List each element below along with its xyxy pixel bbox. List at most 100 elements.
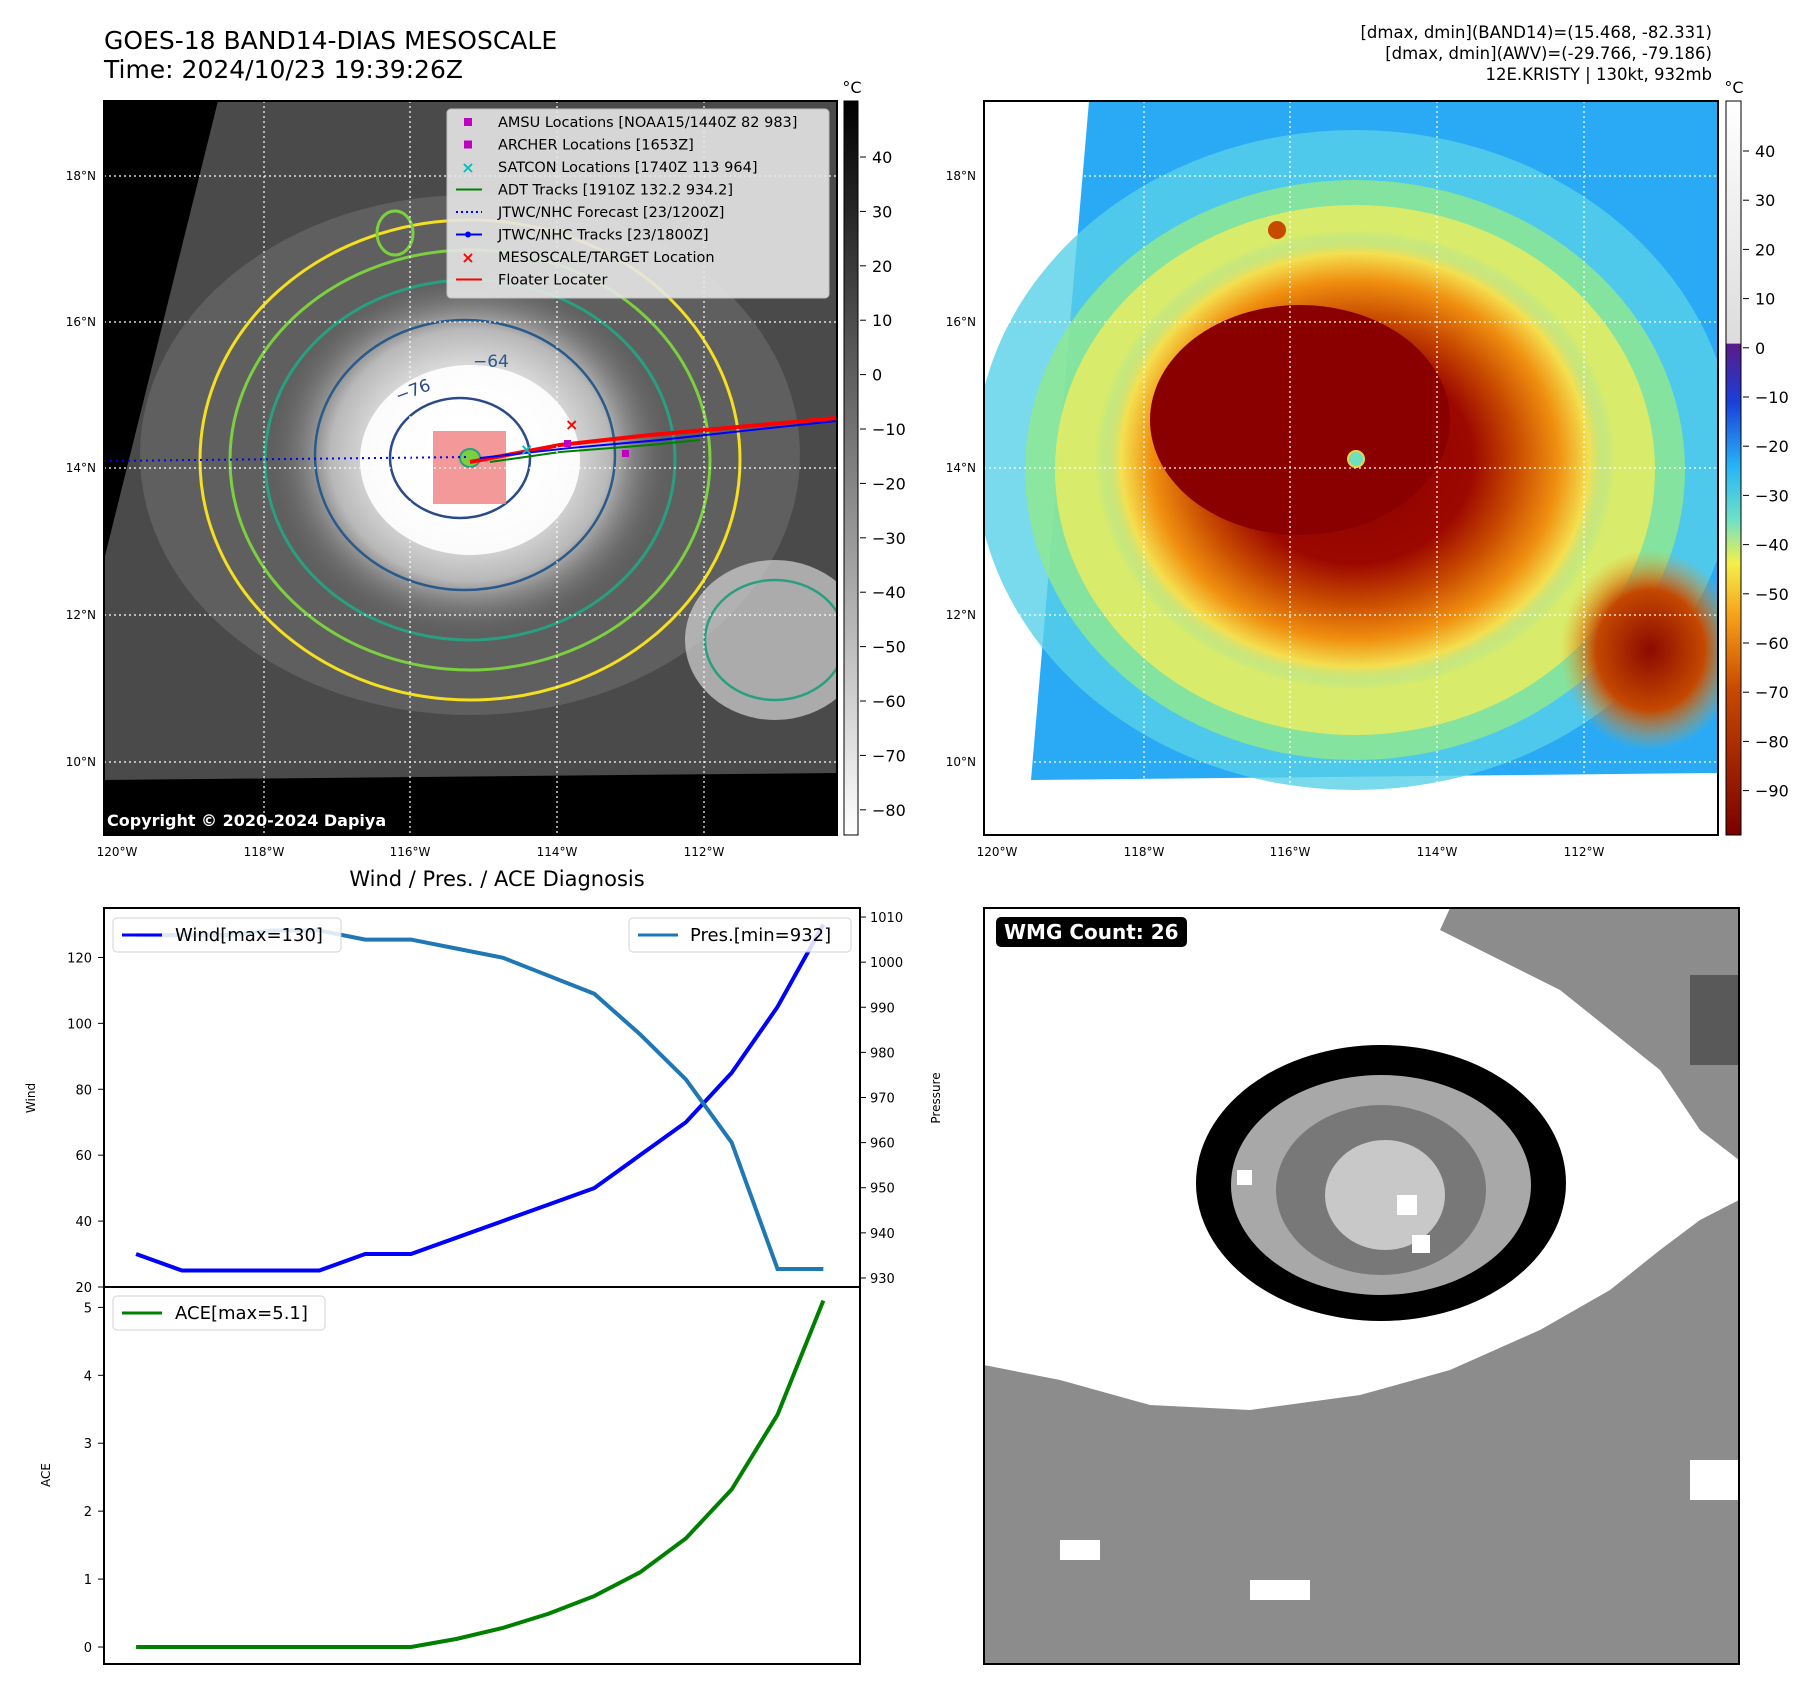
lon-tick-label: 116°W bbox=[1270, 845, 1311, 859]
ir-legend: AMSU Locations [NOAA15/1440Z 82 983] ARCH… bbox=[446, 108, 830, 299]
lat-tick-label: 14°N bbox=[946, 461, 976, 475]
wmg-gray-lower bbox=[984, 1200, 1739, 1664]
ir-lon-ticks: 120°W 118°W 116°W 114°W 112°W bbox=[97, 845, 725, 859]
adt-track bbox=[489, 439, 701, 463]
pressure-ytick-label: 1010 bbox=[870, 911, 903, 926]
colorbar-tick-label: −20 bbox=[872, 474, 906, 493]
legend-label: SATCON Locations [1740Z 113 964] bbox=[498, 160, 757, 176]
ace-panel: 0 1 2 3 4 5 ACE ACE[max=5.1] bbox=[39, 1286, 861, 1665]
wmg-frame bbox=[983, 907, 1740, 1665]
ir-colorbar-ticks: 40 30 20 10 0 −10 −20 −30 −40 −50 −60 −70 −80 bbox=[860, 148, 906, 820]
legend-entry: × SATCON Locations [1740Z 113 964] bbox=[461, 158, 757, 177]
jtwc-track bbox=[479, 420, 837, 459]
colorbar-tick-label: −50 bbox=[872, 638, 906, 657]
wmg-count-badge: WMG Count: 26 bbox=[996, 917, 1187, 947]
colorbar-tick-label: −70 bbox=[1755, 683, 1789, 702]
pressure-ytick-label: 970 bbox=[870, 1092, 895, 1107]
ir-lat-ticks: 18°N 16°N 14°N 12°N 10°N bbox=[66, 169, 96, 769]
colorbar-tick-label: −50 bbox=[1755, 585, 1789, 604]
pressure-ytick-label: 1000 bbox=[870, 956, 903, 971]
amsu-marker bbox=[564, 440, 571, 447]
colorbar-tick-label: 10 bbox=[872, 311, 892, 330]
lat-tick-label: 10°N bbox=[66, 755, 96, 769]
target-marker: × bbox=[565, 415, 578, 434]
pressure-ytick-label: 930 bbox=[870, 1272, 895, 1287]
color-colorbar bbox=[1725, 100, 1742, 836]
lon-tick-label: 120°W bbox=[97, 845, 138, 859]
figure-title: GOES-18 BAND14-DIAS MESOSCALE Time: 2024/… bbox=[104, 26, 557, 84]
ir-colorbar-unit: °C bbox=[842, 78, 861, 97]
colorbar-tick-label: 20 bbox=[872, 257, 892, 276]
colorbar-tick-label: −80 bbox=[872, 801, 906, 820]
lat-tick-label: 18°N bbox=[946, 169, 976, 183]
colorbar-tick-label: −60 bbox=[1755, 634, 1789, 653]
legend-label: ARCHER Locations [1653Z] bbox=[498, 138, 694, 154]
legend-entry: × MESOSCALE/TARGET Location bbox=[461, 248, 714, 267]
colorbar-tick-label: 30 bbox=[1755, 191, 1775, 210]
wind-ytick-label: 20 bbox=[75, 1281, 92, 1296]
lon-tick-label: 118°W bbox=[244, 845, 285, 859]
pressure-ytick-label: 990 bbox=[870, 1001, 895, 1016]
color-gridlines bbox=[984, 101, 1718, 835]
lon-tick-label: 114°W bbox=[1417, 845, 1458, 859]
wind-ytick-label: 80 bbox=[75, 1083, 92, 1098]
ir-map-frame bbox=[103, 100, 838, 836]
lat-tick-label: 10°N bbox=[946, 755, 976, 769]
legend-entry: JTWC/NHC Tracks [23/1800Z] bbox=[456, 228, 709, 244]
legend-label: MESOSCALE/TARGET Location bbox=[498, 250, 715, 266]
wmg-eye bbox=[1325, 1140, 1445, 1250]
lon-tick-label: 114°W bbox=[537, 845, 578, 859]
forecast-track bbox=[104, 456, 471, 462]
info-band14: [dmax, dmin](BAND14)=(15.468, -82.331) bbox=[1360, 23, 1712, 42]
title-line-2: Time: 2024/10/23 19:39:26Z bbox=[104, 55, 463, 84]
legend-dot-marker bbox=[465, 231, 471, 238]
legend-label: AMSU Locations [NOAA15/1440Z 82 983] bbox=[498, 115, 797, 131]
wmg-count-text: WMG Count: 26 bbox=[996, 917, 1187, 947]
colorbar-tick-label: −40 bbox=[1755, 536, 1789, 555]
lon-tick-label: 112°W bbox=[684, 845, 725, 859]
storm-eye bbox=[1347, 450, 1365, 468]
pressure-ytick-label: 950 bbox=[870, 1182, 895, 1197]
ace-ytick-label: 4 bbox=[84, 1369, 92, 1384]
wind-series-line bbox=[135, 923, 826, 1273]
wind-pressure-panel: 20 40 60 80 100 120 930 940 950 960 970 980 990 1000 1… bbox=[24, 907, 943, 1296]
colorbar-tick-label: 10 bbox=[1755, 290, 1775, 309]
satcon-marker: × bbox=[520, 440, 533, 459]
lat-tick-label: 16°N bbox=[66, 315, 96, 329]
pressure-ytick-label: 940 bbox=[870, 1227, 895, 1242]
colorbar-tick-label: −70 bbox=[872, 746, 906, 765]
legend-label: ADT Tracks [1910Z 132.2 934.2] bbox=[498, 183, 733, 199]
pressure-ytick-label: 960 bbox=[870, 1137, 895, 1152]
lat-tick-label: 18°N bbox=[66, 169, 96, 183]
floater-locater-line bbox=[469, 416, 837, 464]
colorbar-tick-label: 40 bbox=[1755, 142, 1775, 161]
diagnosis-title: Wind / Pres. / ACE Diagnosis bbox=[349, 867, 644, 891]
legend-entry: Floater Locater bbox=[456, 273, 607, 289]
legend-entry: AMSU Locations [NOAA15/1440Z 82 983] bbox=[464, 115, 797, 131]
color-colorbar-ticks: 40 30 20 10 0 −10 −20 −30 −40 −50 −60 −70 −80 −90 bbox=[1743, 142, 1789, 801]
info-storm: 12E.KRISTY | 130kt, 932mb bbox=[1485, 65, 1712, 84]
lon-tick-label: 120°W bbox=[977, 845, 1018, 859]
colorbar-tick-label: 0 bbox=[1755, 339, 1765, 358]
wind-ytick-label: 60 bbox=[75, 1149, 92, 1164]
ace-legend-label: ACE[max=5.1] bbox=[175, 1303, 308, 1324]
legend-square-marker bbox=[464, 118, 472, 126]
legend-entry: ADT Tracks [1910Z 132.2 934.2] bbox=[456, 183, 733, 199]
contour-label-64: −64 bbox=[473, 352, 509, 372]
legend-label: JTWC/NHC Tracks [23/1800Z] bbox=[497, 228, 709, 244]
ir-colorbar bbox=[843, 100, 859, 836]
colorbar-tick-label: −30 bbox=[872, 529, 906, 548]
wind-ytick-label: 40 bbox=[75, 1215, 92, 1230]
colorbar-tick-label: −90 bbox=[1755, 782, 1789, 801]
lon-tick-label: 116°W bbox=[390, 845, 431, 859]
wind-panel-frame bbox=[103, 907, 861, 1288]
legend-entry: JTWC/NHC Forecast [23/1200Z] bbox=[456, 205, 724, 221]
wmg-panel bbox=[984, 908, 1739, 1664]
color-colorbar-unit: °C bbox=[1724, 78, 1743, 97]
ace-ytick-label: 3 bbox=[84, 1437, 92, 1452]
color-map bbox=[984, 101, 1718, 835]
colorbar-tick-label: −10 bbox=[872, 420, 906, 439]
wmg-gray-upper-right bbox=[1440, 908, 1739, 1160]
lat-tick-label: 12°N bbox=[66, 608, 96, 622]
